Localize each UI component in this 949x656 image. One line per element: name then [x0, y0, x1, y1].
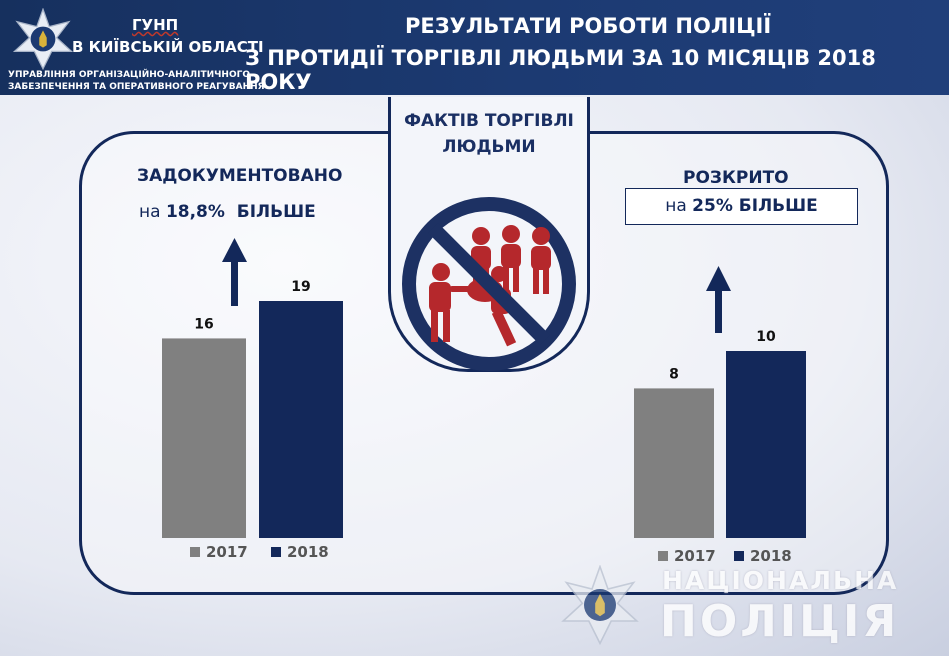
- documented-bar-value-2018: 19: [291, 279, 310, 295]
- page-title-line2: З ПРОТИДІЇ ТОРГІВЛІ ЛЮДЬМИ ЗА 10 МІСЯЦІВ…: [245, 46, 876, 94]
- solved-increase-value: 25% БІЛЬШЕ: [692, 196, 818, 216]
- documented-legend-swatch-2018: [271, 547, 281, 557]
- documented-bar-chart: 16 19 2017 2018: [162, 279, 343, 561]
- no-human-trafficking-icon: [402, 197, 576, 371]
- watermark-line1: НАЦІОНАЛЬНА: [662, 566, 899, 595]
- documented-legend-label-2018: 2018: [287, 543, 329, 561]
- header-banner: [0, 0, 949, 95]
- agency-name-line2: В КИЇВСЬКІЙ ОБЛАСТІ: [72, 38, 264, 56]
- department-line2: ЗАБЕЗПЕЧЕННЯ ТА ОПЕРАТИВНОГО РЕАГУВАННЯ: [8, 82, 265, 92]
- solved-bar-chart: 8 10 2017 2018: [634, 329, 806, 565]
- center-title: ФАКТІВ ТОРГІВЛІ ЛЮДЬМИ: [388, 108, 590, 160]
- documented-bar-value-2017: 16: [194, 316, 213, 332]
- solved-bar-2018: [726, 351, 806, 538]
- solved-legend-swatch-2017: [658, 551, 668, 561]
- documented-legend-swatch-2017: [190, 547, 200, 557]
- up-arrow-icon: [222, 238, 247, 306]
- documented-increase: на 18,8% БІЛЬШЕ: [139, 202, 316, 222]
- page-title-line1: РЕЗУЛЬТАТИ РОБОТИ ПОЛІЦІЇ: [405, 14, 772, 38]
- solved-legend-label-2018: 2018: [750, 547, 792, 565]
- solved-increase-prefix: на: [665, 196, 693, 216]
- police-badge-icon: [12, 8, 74, 70]
- up-arrow-icon: [706, 266, 731, 333]
- solved-legend-swatch-2018: [734, 551, 744, 561]
- center-title-line2: ЛЮДЬМИ: [442, 137, 536, 157]
- solved-bar-value-2017: 8: [669, 366, 679, 382]
- documented-increase-prefix: на: [139, 202, 166, 222]
- documented-increase-value: 18,8%: [165, 202, 225, 222]
- documented-bar-2018: [259, 301, 343, 538]
- documented-legend-label-2017: 2017: [206, 543, 248, 561]
- solved-legend-label-2017: 2017: [674, 547, 716, 565]
- agency-name-line1: ГУНП: [132, 16, 179, 34]
- solved-label: РОЗКРИТО: [683, 168, 789, 188]
- department-line1: УПРАВЛІННЯ ОРГАНІЗАЦІЙНО-АНАЛІТИЧНОГО: [8, 70, 250, 80]
- documented-increase-suffix: БІЛЬШЕ: [224, 202, 316, 222]
- documented-label: ЗАДОКУМЕНТОВАНО: [137, 166, 343, 186]
- documented-bar-2017: [162, 338, 246, 538]
- center-title-line1: ФАКТІВ ТОРГІВЛІ: [404, 111, 574, 131]
- solved-bar-value-2018: 10: [756, 329, 776, 345]
- solved-increase-box: на 25% БІЛЬШЕ: [625, 188, 858, 225]
- watermark-line2: ПОЛІЦІЯ: [660, 596, 900, 647]
- watermark-police-badge-icon: [561, 565, 639, 645]
- solved-bar-2017: [634, 388, 714, 538]
